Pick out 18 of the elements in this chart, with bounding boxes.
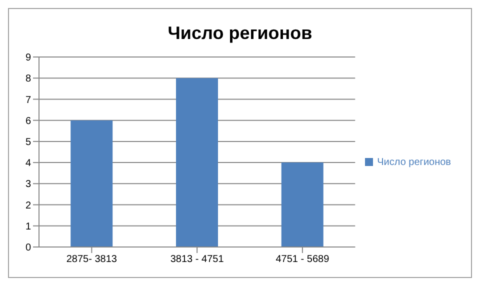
- y-tick-label: 9: [25, 52, 32, 64]
- bar: [281, 162, 324, 247]
- x-tick-label: 3813 - 4751: [170, 254, 224, 266]
- chart-title: Число регионов: [166, 22, 314, 45]
- y-tick-label: 4: [25, 158, 32, 170]
- y-tick-label: 0: [25, 242, 32, 254]
- y-tick-label: 8: [25, 74, 32, 85]
- legend-label: Число регионов: [377, 156, 451, 168]
- y-tick-label: 1: [25, 221, 32, 232]
- bar: [176, 78, 218, 247]
- y-tick-label: 6: [25, 116, 32, 127]
- bar: [70, 120, 113, 247]
- y-tick-label: 2: [25, 200, 32, 212]
- x-tick-label: 4751 - 5689: [276, 254, 330, 266]
- x-tick-label: 2875- 3813: [66, 254, 118, 266]
- y-tick-label: 7: [25, 94, 32, 106]
- y-tick-label: 5: [25, 136, 32, 148]
- y-tick-label: 3: [25, 179, 32, 190]
